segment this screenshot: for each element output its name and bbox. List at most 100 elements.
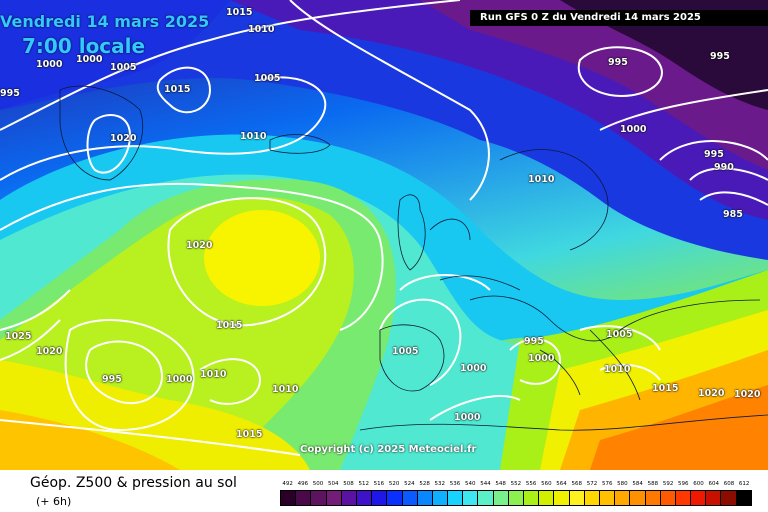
isobar-lines (0, 0, 768, 455)
scale-tick-label: 572 (586, 481, 598, 487)
scale-swatch (478, 491, 494, 505)
scale-tick-label: 544 (480, 481, 491, 487)
local-time: 7:00 locale (22, 34, 146, 58)
scale-swatch (615, 491, 631, 505)
pressure-label: 1010 (604, 364, 631, 375)
pressure-label: 1020 (110, 133, 137, 144)
scale-swatch (584, 491, 600, 505)
pressure-label: 1000 (620, 124, 647, 135)
scale-swatch (706, 491, 722, 505)
pressure-label: 1020 (186, 240, 213, 251)
pressure-label: 995 (102, 374, 122, 385)
pressure-label: 995 (710, 51, 730, 62)
pressure-label: 1015 (236, 429, 263, 440)
scale-tick-label: 600 (693, 481, 704, 487)
scale-swatch (326, 491, 342, 505)
pressure-label: 985 (723, 209, 743, 220)
scale-swatch (463, 491, 479, 505)
scale-swatch (539, 491, 555, 505)
pressure-label: 1020 (698, 388, 725, 399)
scale-swatch (341, 491, 357, 505)
scale-swatch (432, 491, 449, 505)
scale-tick-label: 508 (343, 481, 354, 487)
pressure-label: 1010 (240, 131, 267, 142)
scale-swatch (599, 491, 616, 505)
scale-tick-label: 604 (708, 481, 719, 487)
legend-subtitle: (+ 6h) (36, 495, 72, 508)
legend-title: Géop. Z500 & pression au sol (30, 475, 237, 491)
scale-tick-label: 608 (723, 481, 735, 487)
z500-band-westblue (0, 0, 230, 110)
scale-swatch (402, 491, 418, 505)
scale-tick-label: 576 (601, 481, 613, 487)
pressure-label: 1000 (76, 54, 103, 65)
scale-tick-label: 568 (571, 481, 583, 487)
scale-swatch (645, 491, 661, 505)
pressure-label: 1005 (254, 73, 281, 84)
scale-tick-label: 556 (525, 481, 537, 487)
pressure-label: 995 (608, 57, 628, 68)
color-scale: 492 496 500 504 508 512 516 520 524 528 532 536 540 5… (280, 478, 752, 506)
pressure-label: 1025 (5, 331, 32, 342)
scale-tick-label: 592 (662, 481, 674, 487)
pressure-label: 1020 (36, 346, 63, 357)
scale-tick-label: 500 (312, 481, 324, 487)
pressure-label: 1005 (606, 329, 633, 340)
pressure-label: 1015 (226, 7, 253, 18)
legend-bar: Géop. Z500 & pression au sol (+ 6h) 492 4… (0, 470, 768, 512)
scale-swatch (675, 491, 692, 505)
scale-tick-label: 564 (556, 481, 567, 487)
pressure-label: 1015 (652, 383, 679, 394)
scale-tick-label: 548 (495, 481, 506, 487)
scale-tick-label: 532 (434, 481, 446, 487)
pressure-label: 1010 (528, 174, 555, 185)
pressure-label: 1015 (216, 320, 243, 331)
scale-swatch (736, 491, 751, 505)
pressure-label: 1000 (454, 412, 481, 423)
scale-swatch (691, 491, 707, 505)
scale-tick-label: 512 (358, 481, 369, 487)
run-info: Run GFS 0 Z du Vendredi 14 mars 2025 (470, 10, 768, 26)
scale-swatch (493, 491, 509, 505)
scale-ticks: 492 496 500 504 508 512 516 520 524 528 532 536 540 5… (280, 478, 752, 490)
scale-tick-label: 536 (449, 481, 461, 487)
pressure-label: 995 (524, 336, 544, 347)
scale-tick-label: 524 (404, 481, 415, 487)
map-svg (0, 0, 768, 470)
pressure-label: 1005 (392, 346, 419, 357)
scale-swatch (417, 491, 433, 505)
scale-tick-label: 520 (388, 481, 400, 487)
scale-swatch (660, 491, 676, 505)
pressure-label: 1020 (734, 389, 761, 400)
pressure-label: 1010 (248, 24, 275, 35)
pressure-label: 1000 (36, 59, 63, 70)
weather-map: 1015 1010 1000 1005 1000 995 1015 1005 1… (0, 0, 768, 470)
copyright: Copyright (c) 2025 Meteociel.fr (300, 444, 477, 455)
z500-band-darkorange-se (590, 385, 768, 470)
scale-tick-label: 580 (617, 481, 628, 487)
scale-swatch (630, 491, 646, 505)
scale-swatch (296, 491, 312, 505)
scale-tick-label: 528 (419, 481, 430, 487)
pressure-label: 1000 (166, 374, 193, 385)
scale-tick-label: 584 (632, 481, 643, 487)
pressure-label: 1010 (200, 369, 227, 380)
scale-tick-label: 504 (328, 481, 339, 487)
scale-swatch (311, 491, 327, 505)
scale-swatches (280, 490, 752, 506)
scale-swatch (508, 491, 524, 505)
scale-swatch (448, 491, 464, 505)
scale-swatch (372, 491, 388, 505)
scale-tick-label: 492 (282, 481, 293, 487)
scale-tick-label: 496 (297, 481, 309, 487)
scale-tick-label: 596 (678, 481, 689, 487)
scale-swatch (281, 491, 297, 505)
scale-tick-label: 560 (541, 481, 552, 487)
pressure-label: 990 (714, 162, 734, 173)
pressure-label: 1010 (272, 384, 299, 395)
z500-ridge-yellow (204, 210, 320, 306)
pressure-label: 1000 (528, 353, 555, 364)
scale-swatch (569, 491, 585, 505)
pressure-label: 995 (704, 149, 724, 160)
pressure-label: 1015 (164, 84, 191, 95)
